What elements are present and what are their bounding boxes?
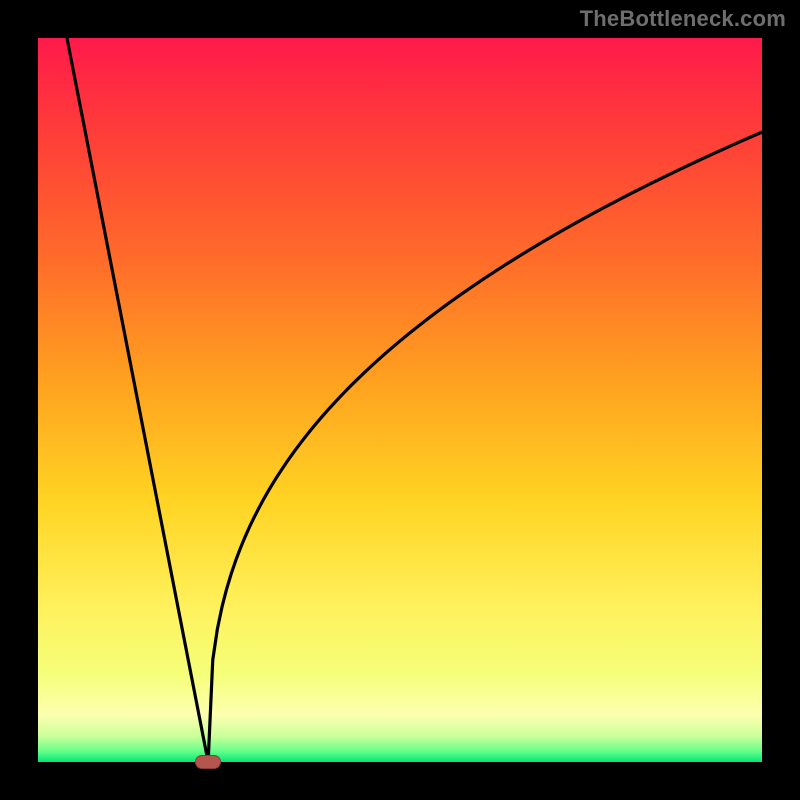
plot-svg [38, 38, 762, 762]
chart-container: TheBottleneck.com [0, 0, 800, 800]
watermark-text: TheBottleneck.com [580, 6, 786, 32]
minimum-marker [195, 755, 221, 769]
